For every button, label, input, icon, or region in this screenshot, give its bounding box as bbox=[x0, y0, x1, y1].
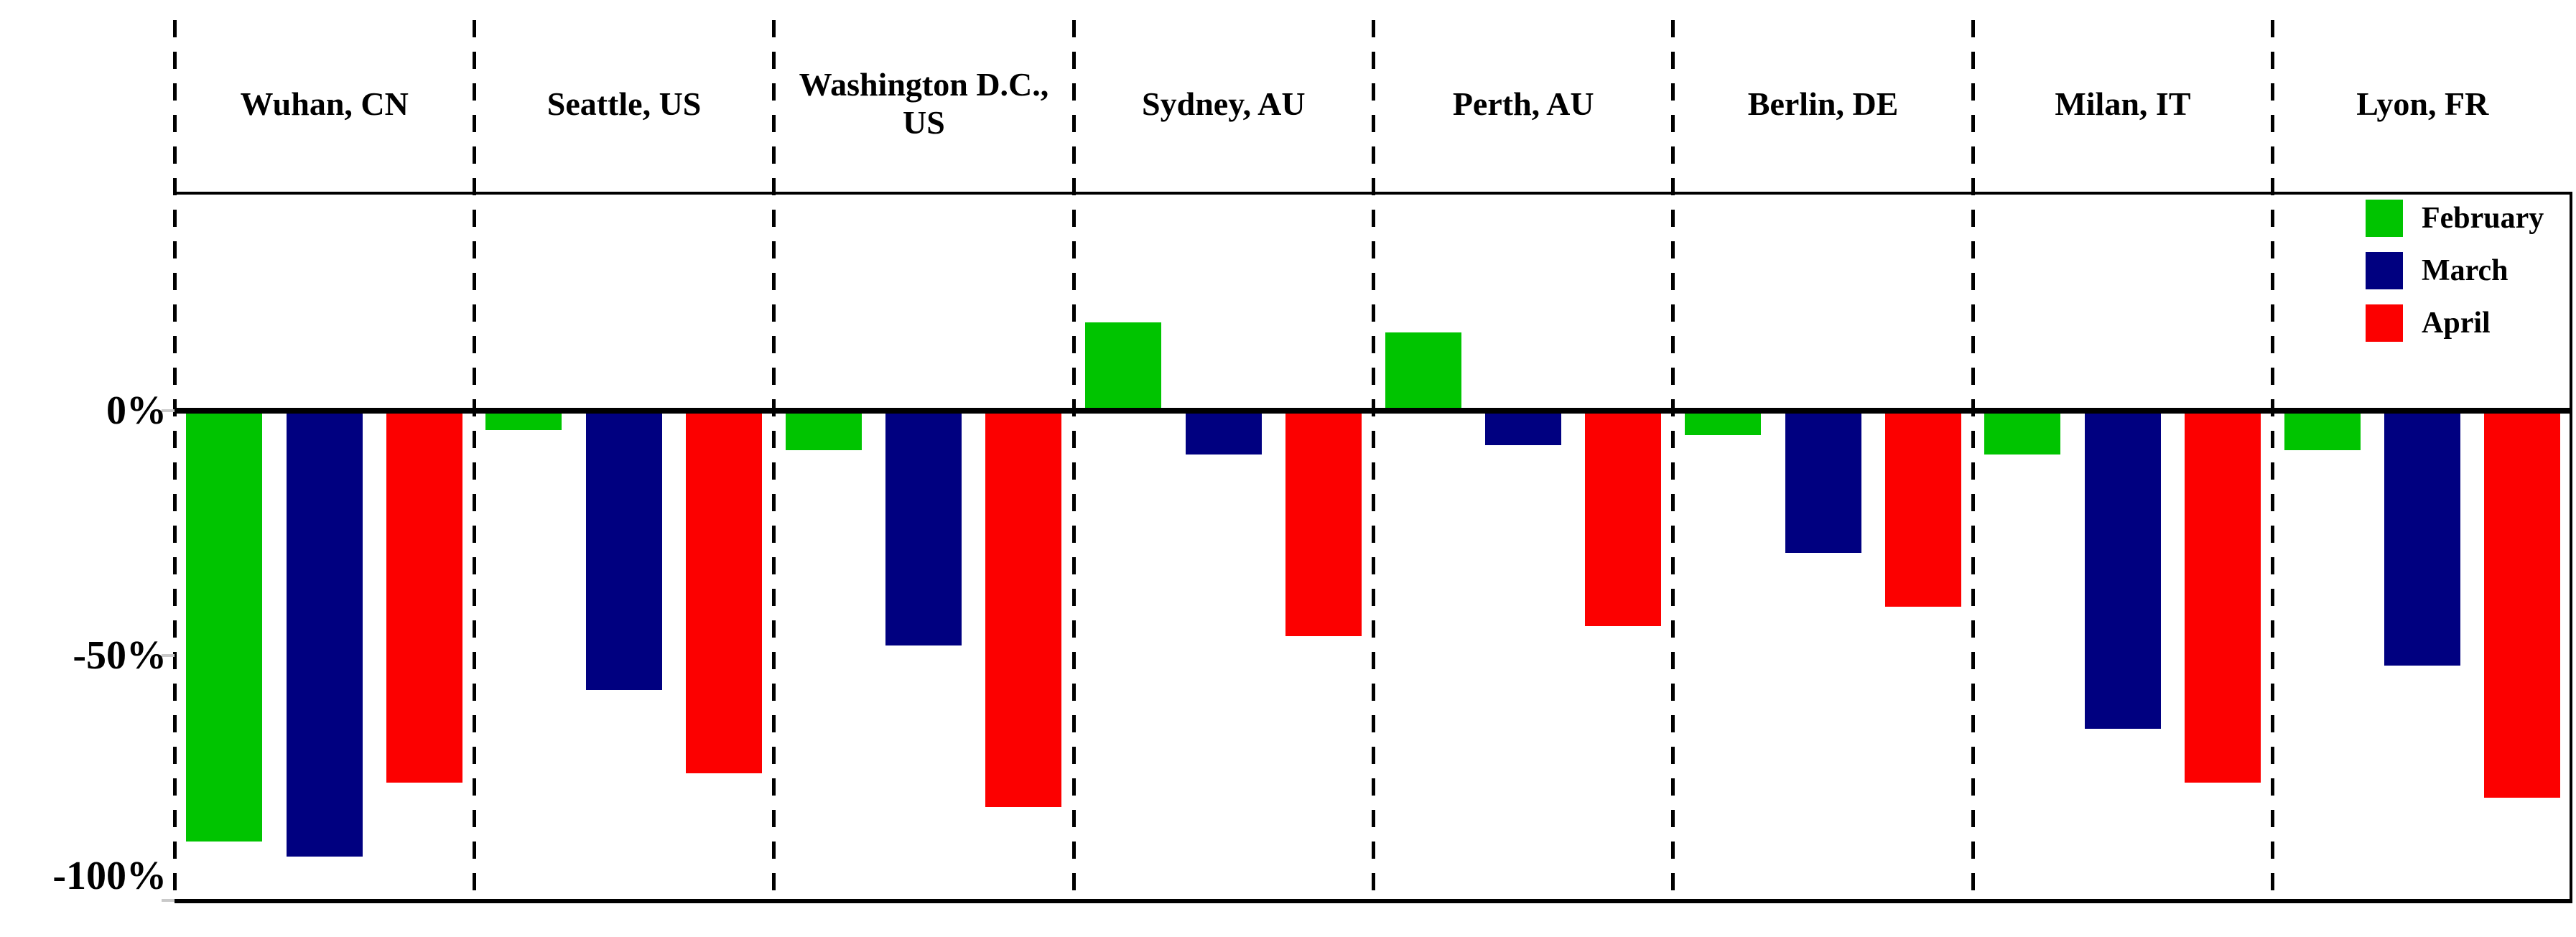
plot-right-border bbox=[2570, 192, 2572, 901]
panel-header-4: Sydney, AU bbox=[1074, 29, 1373, 180]
panel-header-5: Perth, AU bbox=[1374, 29, 1673, 180]
panel-separator-dashed bbox=[472, 20, 476, 901]
panel-header-1: Wuhan, CN bbox=[175, 29, 474, 180]
panel-title: Wuhan, CN bbox=[240, 85, 409, 122]
panel-separator-dashed bbox=[172, 20, 177, 901]
legend-label: February bbox=[2422, 202, 2544, 235]
plot-top-border bbox=[175, 192, 2572, 195]
panel-title: Perth, AU bbox=[1452, 85, 1594, 122]
bar-april-7 bbox=[2184, 411, 2261, 783]
bar-march-2 bbox=[586, 411, 663, 690]
panel-title: Berlin, DE bbox=[1747, 85, 1899, 122]
panel-header-8: Lyon, FR bbox=[2273, 29, 2572, 180]
bar-february-1 bbox=[186, 411, 262, 842]
bar-february-2 bbox=[485, 411, 562, 431]
plot-bottom-border bbox=[175, 899, 2572, 903]
bar-april-3 bbox=[985, 411, 1062, 808]
panel-separator-dashed bbox=[1671, 20, 1675, 901]
legend-label: April bbox=[2422, 307, 2491, 340]
bar-april-8 bbox=[2484, 411, 2561, 798]
panel-header-2: Seattle, US bbox=[474, 29, 773, 180]
y-tick-mark bbox=[162, 899, 175, 902]
panel-title: Sydney, AU bbox=[1142, 85, 1306, 122]
panel-title: Lyon, FR bbox=[2356, 85, 2489, 122]
panel-title: Milan, IT bbox=[2055, 85, 2191, 122]
bar-february-4 bbox=[1085, 322, 1162, 411]
bar-march-8 bbox=[2384, 411, 2461, 666]
bar-april-5 bbox=[1585, 411, 1662, 627]
zero-baseline bbox=[175, 408, 2572, 414]
panel-header-7: Milan, IT bbox=[1973, 29, 2272, 180]
bar-february-5 bbox=[1385, 332, 1461, 411]
legend-swatch-february bbox=[2366, 200, 2403, 237]
bar-march-1 bbox=[286, 411, 363, 857]
y-tick-mark bbox=[162, 409, 175, 412]
bar-april-6 bbox=[1884, 411, 1961, 607]
bar-april-1 bbox=[386, 411, 462, 783]
panel-separator-dashed bbox=[772, 20, 776, 901]
bar-march-3 bbox=[885, 411, 962, 646]
panel-title: Seattle, US bbox=[547, 85, 702, 122]
panel-separator-dashed bbox=[1971, 20, 1975, 901]
legend-item-february: February bbox=[2366, 200, 2544, 237]
panel-separator-dashed bbox=[2271, 20, 2275, 901]
panel-separator-dashed bbox=[1372, 20, 1375, 901]
bar-april-2 bbox=[686, 411, 763, 773]
panel-header-6: Berlin, DE bbox=[1673, 29, 1973, 180]
bar-february-6 bbox=[1684, 411, 1761, 436]
legend-swatch-april bbox=[2366, 304, 2403, 342]
bar-march-5 bbox=[1485, 411, 1562, 445]
bar-february-8 bbox=[2284, 411, 2361, 450]
legend-item-april: April bbox=[2366, 304, 2491, 342]
panel-separator-dashed bbox=[1071, 20, 1076, 901]
bar-march-4 bbox=[1185, 411, 1262, 455]
y-tick-label: -50% bbox=[73, 633, 167, 678]
y-tick-label: 0% bbox=[106, 388, 167, 433]
bar-march-6 bbox=[1785, 411, 1861, 553]
bar-february-7 bbox=[1984, 411, 2061, 455]
legend-label: March bbox=[2422, 254, 2508, 287]
bar-april-4 bbox=[1285, 411, 1362, 636]
bar-march-7 bbox=[2084, 411, 2161, 729]
bar-february-3 bbox=[785, 411, 862, 450]
y-tick-mark bbox=[162, 654, 175, 657]
panel-header-3: Washington D.C., US bbox=[774, 29, 1074, 180]
panel-title: Washington D.C., US bbox=[799, 66, 1049, 141]
legend-swatch-march bbox=[2366, 252, 2403, 289]
legend-item-march: March bbox=[2366, 252, 2508, 289]
y-tick-label: -100% bbox=[52, 854, 167, 898]
